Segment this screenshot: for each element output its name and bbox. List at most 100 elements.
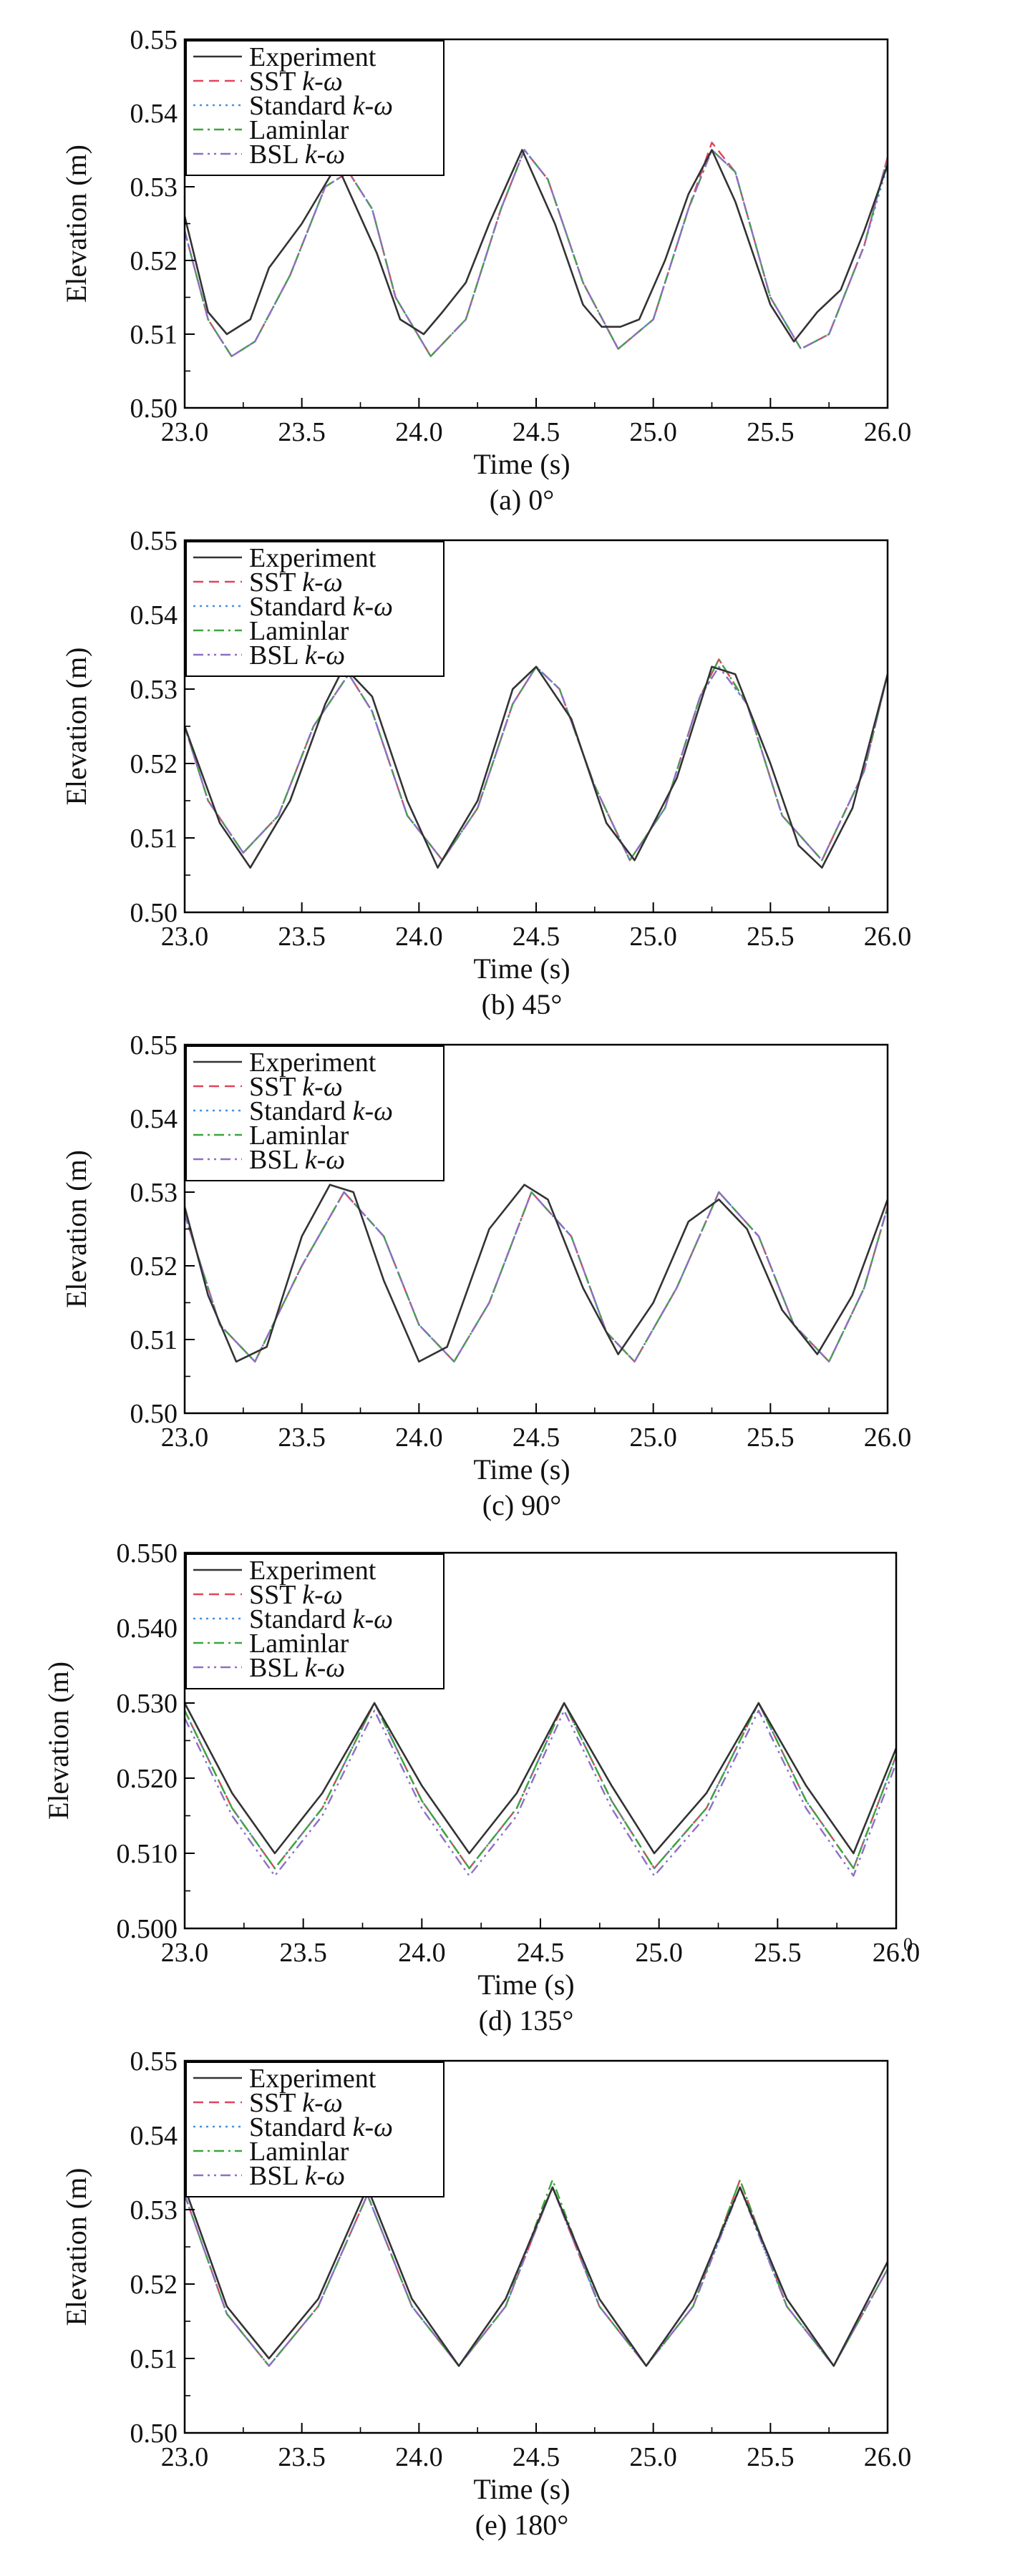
legend-label: Standard k-ω xyxy=(249,592,393,622)
x-tick-label: 23.0 xyxy=(161,922,209,952)
y-tick-label: 0.53 xyxy=(130,172,178,203)
y-tick-label: 0.55 xyxy=(130,1030,178,1060)
legend-label: SST k-ω xyxy=(249,567,343,597)
series-line-4 xyxy=(185,1191,888,1363)
x-tick-label: 25.0 xyxy=(629,417,677,447)
x-axis-title: Time (s) xyxy=(473,952,570,985)
series-line-3 xyxy=(185,1191,888,1363)
x-tick-label: 23.0 xyxy=(161,2442,209,2472)
x-tick-label: 25.0 xyxy=(629,2442,677,2472)
panel-caption: (d) 135° xyxy=(479,2004,574,2036)
x-tick-label: 25.5 xyxy=(747,1423,795,1453)
chart-panel-2: 23.0 23.5 24.0 24.5 25.0 25.5 26.0 0.50 0.51 0.52… xyxy=(60,526,911,1020)
x-tick-label: 24.5 xyxy=(513,417,560,447)
legend-label: Standard k-ω xyxy=(249,1096,393,1126)
legend-label: Experiment xyxy=(249,1048,377,1078)
series-line-2 xyxy=(185,1702,896,1870)
y-tick-label: 0.51 xyxy=(130,824,178,854)
y-tick-label: 0.50 xyxy=(130,898,178,928)
legend-label: Laminlar xyxy=(249,1629,349,1659)
series-line-5 xyxy=(185,2186,888,2367)
x-tick-label: 23.0 xyxy=(161,417,209,447)
legend-label: Experiment xyxy=(249,1556,377,1586)
legend-label: Laminlar xyxy=(249,616,349,646)
legend-label: BSL k-ω xyxy=(249,140,345,170)
x-axis-title: Time (s) xyxy=(473,2473,570,2505)
legend-label: Standard k-ω xyxy=(249,91,393,121)
y-tick-label: 0.52 xyxy=(130,1252,178,1282)
y-tick-label: 0.50 xyxy=(130,1399,178,1429)
y-tick-label: 0.53 xyxy=(130,2195,178,2225)
y-tick-label: 0.520 xyxy=(117,1764,178,1794)
y-tick-label: 0.540 xyxy=(117,1614,178,1644)
x-tick-label: 25.5 xyxy=(747,2442,795,2472)
series-line-3 xyxy=(185,1702,896,1870)
y-tick-label: 0.55 xyxy=(130,526,178,556)
x-tick-label: 26.0 xyxy=(873,1938,921,1968)
legend-label: BSL k-ω xyxy=(249,1653,345,1683)
legend-box xyxy=(185,1045,445,1181)
panel-caption: (b) 45° xyxy=(482,988,563,1020)
legend-label: SST k-ω xyxy=(249,1072,343,1102)
x-tick-label: 26.0 xyxy=(864,922,912,952)
x-axis-title: Time (s) xyxy=(473,448,570,480)
y-tick-label: 0.550 xyxy=(117,1538,178,1568)
y-tick-label: 0.54 xyxy=(130,600,178,630)
y-tick-label: 0.52 xyxy=(130,246,178,276)
y-tick-label: 0.51 xyxy=(130,320,178,350)
y-axis-title: Elevation (m) xyxy=(60,647,92,805)
y-tick-label: 0.53 xyxy=(130,1178,178,1208)
x-axis-title: Time (s) xyxy=(473,1453,570,1485)
y-tick-label: 0.51 xyxy=(130,1325,178,1355)
x-tick-label: 24.0 xyxy=(395,922,443,952)
x-tick-label: 25.0 xyxy=(629,1423,677,1453)
y-tick-label: 0.55 xyxy=(130,25,178,55)
y-tick-label: 0.52 xyxy=(130,749,178,779)
chart-panel-4: 23.0 23.5 24.0 24.5 25.0 25.5 26.0 0.500 0.510 0.… xyxy=(42,1538,920,2036)
series-line-2 xyxy=(185,658,888,862)
panel-caption: (a) 0° xyxy=(490,484,554,516)
y-tick-label: 0.53 xyxy=(130,675,178,705)
series-line-3 xyxy=(185,149,888,358)
chart-panel-1: 23.0 23.5 24.0 24.5 25.0 25.5 26.0 0.50 0.51 0.52… xyxy=(60,25,911,516)
panel-caption: (c) 90° xyxy=(482,1489,561,1521)
y-tick-label: 0.51 xyxy=(130,2344,178,2374)
legend-label: SST k-ω xyxy=(249,2088,343,2118)
series-line-1 xyxy=(185,665,888,869)
legend-label: BSL k-ω xyxy=(249,640,345,670)
y-tick-label: 0.54 xyxy=(130,1104,178,1134)
legend-label: SST k-ω xyxy=(249,1580,343,1610)
legend-label: Standard k-ω xyxy=(249,2112,393,2142)
x-tick-label: 23.5 xyxy=(278,417,326,447)
series-line-1 xyxy=(185,2186,888,2367)
y-tick-label: 0.54 xyxy=(130,99,178,129)
x-tick-label: 24.5 xyxy=(517,1938,565,1968)
y-tick-label: 0.500 xyxy=(117,1914,178,1944)
series-line-5 xyxy=(185,665,888,862)
y-tick-label: 0.50 xyxy=(130,394,178,424)
series-line-2 xyxy=(185,1191,888,1363)
x-tick-label: 26.0 xyxy=(864,2442,912,2472)
y-tick-label: 0.52 xyxy=(130,2270,178,2300)
stray-mark: 0 xyxy=(903,1934,913,1955)
x-tick-label: 24.0 xyxy=(398,1938,446,1968)
series-line-4 xyxy=(185,1702,896,1870)
x-tick-label: 23.5 xyxy=(278,922,326,952)
series-line-1 xyxy=(185,1702,896,1855)
series-line-2 xyxy=(185,2179,888,2367)
x-tick-label: 25.5 xyxy=(747,922,795,952)
x-tick-label: 23.5 xyxy=(278,2442,326,2472)
x-axis-title: Time (s) xyxy=(477,1968,574,2001)
legend-label: Laminlar xyxy=(249,1121,349,1151)
legend-box xyxy=(185,2062,445,2197)
y-axis-title: Elevation (m) xyxy=(60,1150,92,1308)
legend-label: Laminlar xyxy=(249,2137,349,2167)
legend-label: Standard k-ω xyxy=(249,1604,393,1634)
x-tick-label: 24.0 xyxy=(395,417,443,447)
